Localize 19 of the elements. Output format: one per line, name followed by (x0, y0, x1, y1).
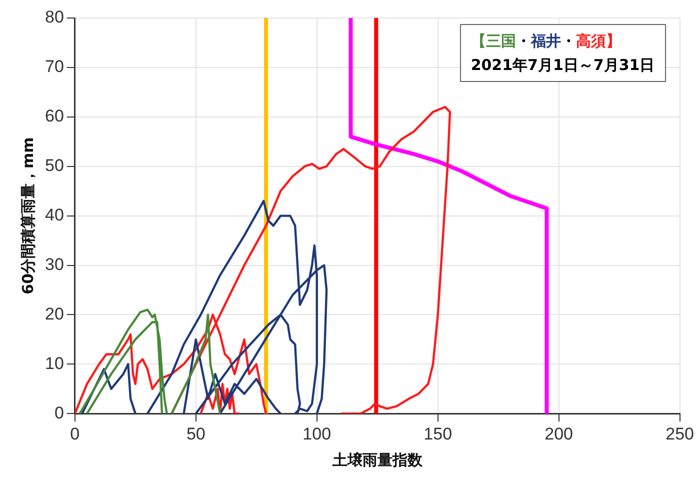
x-axis-title: 土壌雨量指数 (331, 450, 424, 469)
y-tick-label: 80 (44, 8, 64, 27)
annotation: 【三国・福井・高須】 (470, 32, 621, 50)
annotation: 2021年7月1日～7月31日 (470, 55, 655, 76)
y-tick-label: 60 (44, 106, 64, 126)
y-tick-label: 40 (44, 205, 64, 224)
x-tick-label: 250 (666, 424, 694, 444)
x-tick-label: 200 (544, 424, 574, 444)
x-tick-label: 0 (70, 424, 80, 444)
x-tick-label: 100 (302, 424, 332, 444)
y-axis-title: 60分間積算雨量，mm (18, 137, 37, 294)
y-tick-label: 30 (44, 254, 64, 274)
y-tick-label: 70 (44, 57, 64, 76)
y-tick-label: 20 (44, 304, 64, 324)
y-tick-label: 50 (44, 156, 64, 176)
y-tick-label: 0 (54, 403, 64, 422)
y-tick-label: 10 (44, 354, 64, 373)
x-tick-label: 150 (424, 424, 452, 444)
x-tick-label: 50 (186, 424, 206, 444)
